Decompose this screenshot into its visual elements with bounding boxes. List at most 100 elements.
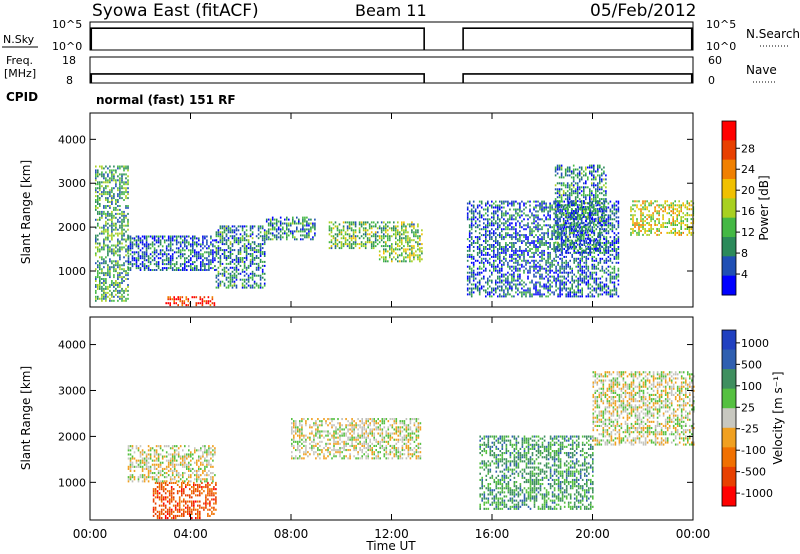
echo-cell <box>589 194 591 197</box>
echo-cell <box>535 220 537 223</box>
echo-cell <box>133 263 136 266</box>
echo-cell <box>141 241 144 244</box>
echo-cell <box>553 277 555 280</box>
echo-cell <box>99 276 101 279</box>
echo-cell <box>557 279 559 282</box>
echo-cell <box>119 216 121 219</box>
echo-cell <box>391 229 393 232</box>
echo-cell <box>511 275 513 278</box>
echo-cell <box>127 269 130 271</box>
echo-cell <box>225 239 228 242</box>
echo-cell <box>167 298 169 301</box>
echo-cell <box>560 198 563 201</box>
echo-cell <box>219 233 222 236</box>
echo-cell <box>231 243 234 246</box>
echo-cell <box>562 206 565 208</box>
echo-cell <box>225 227 228 230</box>
echo-cell <box>613 287 616 290</box>
echo-cell <box>211 302 214 305</box>
echo-cell <box>219 262 222 265</box>
echo-cell <box>499 232 501 235</box>
echo-cell <box>107 193 109 196</box>
echo-cell <box>215 249 218 252</box>
echo-cell <box>336 245 339 248</box>
echo-cell <box>585 261 588 264</box>
echo-cell <box>601 228 604 231</box>
echo-cell <box>95 206 97 209</box>
echo-cell <box>535 240 537 243</box>
echo-cell <box>393 250 395 253</box>
echo-cell <box>560 166 563 169</box>
echo-cell <box>591 184 593 187</box>
echo-cell <box>346 229 349 232</box>
echo-cell <box>503 275 505 278</box>
echo-cell <box>103 289 105 292</box>
echo-cell <box>537 200 539 203</box>
echo-cell <box>125 254 127 257</box>
echo-cell <box>558 235 561 238</box>
echo-cell <box>638 222 640 225</box>
echo-cell <box>188 255 190 258</box>
echo-cell <box>485 246 487 248</box>
echo-cell <box>411 225 413 228</box>
echo-cell <box>385 243 387 246</box>
echo-cell <box>593 204 595 207</box>
echo-cell <box>356 243 359 246</box>
echo-cell <box>605 291 608 294</box>
echo-cell <box>109 195 111 198</box>
echo-cell <box>304 218 306 221</box>
freq-label-line2: [MHz] <box>4 67 36 80</box>
echo-cell <box>539 255 541 258</box>
echo-cell <box>101 175 103 178</box>
echo-cell <box>568 247 571 250</box>
echo-cell <box>599 283 602 286</box>
echo-cell <box>569 265 571 268</box>
echo-cell <box>419 254 421 257</box>
echo-cell <box>253 258 256 261</box>
echo-cell <box>169 241 172 244</box>
echo-cell <box>417 223 419 226</box>
echo-cell <box>139 263 142 266</box>
echo-cell <box>181 296 184 299</box>
echo-cell <box>101 171 103 174</box>
echo-cell <box>330 235 333 238</box>
echo-cell <box>593 174 595 177</box>
echo-cell <box>223 229 226 232</box>
echo-cell <box>167 243 170 246</box>
echo-cell <box>348 223 351 226</box>
echo-cell <box>470 220 473 223</box>
echo-cell <box>553 218 555 221</box>
echo-cell <box>566 237 569 240</box>
echo-cell <box>493 287 495 290</box>
echo-cell <box>585 168 587 171</box>
echo-cell <box>630 233 632 236</box>
echo-cell <box>566 204 569 207</box>
echo-cell <box>135 259 138 262</box>
echo-cell <box>419 248 421 251</box>
echo-cell <box>521 291 523 294</box>
echo-cell <box>119 284 121 286</box>
echo-cell <box>182 267 184 270</box>
echo-cell <box>117 167 119 170</box>
echo-cell <box>568 170 571 173</box>
echo-cell <box>215 280 218 283</box>
echo-cell <box>593 238 596 241</box>
echo-cell <box>419 247 421 250</box>
echo-cell <box>225 286 228 289</box>
echo-cell <box>579 222 581 225</box>
echo-cell <box>570 221 573 224</box>
echo-cell <box>553 208 555 211</box>
echo-cell <box>591 244 594 246</box>
echo-cell <box>179 296 181 299</box>
echo-cell <box>105 187 107 190</box>
echo-cell <box>603 283 606 286</box>
echo-cell <box>517 261 519 264</box>
echo-cell <box>617 220 620 223</box>
echo-cell <box>163 239 166 242</box>
echo-cell <box>401 247 403 250</box>
echo-cell <box>344 243 347 246</box>
echo-cell <box>95 291 97 294</box>
echo-cell <box>466 238 469 241</box>
echo-cell <box>395 247 397 250</box>
echo-cell <box>306 236 308 239</box>
